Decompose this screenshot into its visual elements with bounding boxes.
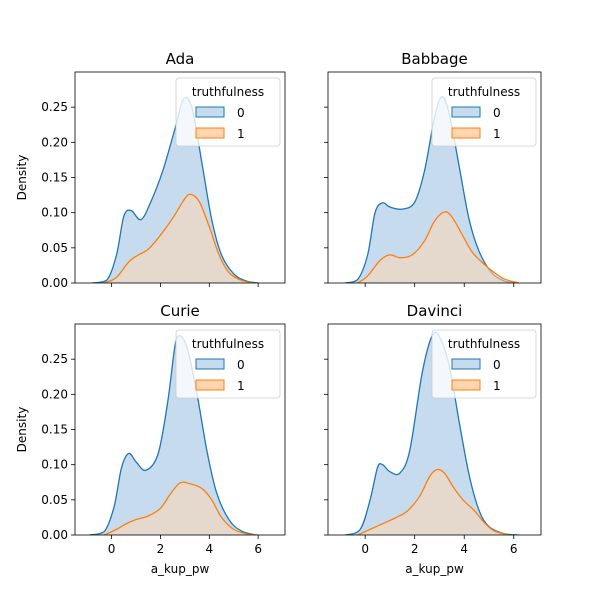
density-line-0 [345, 95, 517, 283]
legend-swatch-0 [451, 106, 481, 118]
legend: truthfulness 0 1 [175, 77, 281, 147]
legend-label-0: 0 [237, 106, 245, 120]
legend-label-1: 1 [493, 127, 501, 141]
legend-label-1: 1 [237, 379, 245, 393]
plot-area [345, 331, 519, 535]
legend-label-1: 1 [493, 379, 501, 393]
legend-swatch-0 [451, 358, 481, 370]
legend: truthfulness 0 1 [431, 77, 537, 147]
x-tick-label: 4 [205, 542, 213, 556]
x-tick-label: 6 [254, 542, 262, 556]
y-tick-label: 0.20 [41, 135, 68, 149]
y-tick-label: 0.10 [41, 458, 68, 472]
panel-babbage: Babbage truthfulness 0 1 [324, 50, 542, 287]
y-tick-label: 0.05 [41, 241, 68, 255]
panel-curie: Curie 0.00 0.05 0.10 0.15 0.20 0.25 0 2 4 6 Density… [15, 302, 286, 576]
panel-title: Curie [160, 302, 200, 320]
density-fill-1 [357, 211, 519, 283]
x-tick-label: 2 [157, 542, 165, 556]
y-tick-label: 0.10 [41, 206, 68, 220]
plot-area [89, 334, 259, 535]
legend-title: truthfulness [448, 85, 520, 99]
y-tick-label: 0.15 [41, 171, 68, 185]
density-line-0 [345, 331, 519, 535]
density-fill-0 [92, 97, 259, 283]
legend-label-1: 1 [237, 127, 245, 141]
legend-swatch-1 [195, 379, 225, 391]
density-fill-1 [104, 482, 259, 535]
legend-swatch-1 [451, 379, 481, 391]
y-axis-label: Density [15, 407, 29, 453]
legend-title: truthfulness [192, 85, 264, 99]
legend-swatch-1 [451, 127, 481, 139]
legend-label-0: 0 [237, 358, 245, 372]
y-tick-label: 0.15 [41, 423, 68, 437]
density-line-1 [357, 468, 509, 535]
density-line-1 [104, 193, 254, 283]
density-fill-0 [345, 332, 519, 535]
legend-title: truthfulness [448, 337, 520, 351]
legend-swatch-1 [195, 127, 225, 139]
y-tick-label: 0.00 [41, 528, 68, 542]
panel-davinci: Davinci 0 2 4 6 a_kup_pw truthfulness 0 1 [324, 302, 542, 576]
plot-area [91, 96, 259, 283]
density-fill-1 [104, 194, 254, 283]
legend-title: truthfulness [192, 337, 264, 351]
density-line-0 [91, 96, 259, 283]
y-tick-label: 0.25 [41, 100, 68, 114]
x-tick-label: 2 [411, 542, 419, 556]
legend: truthfulness 0 1 [431, 329, 537, 399]
panel-title: Davinci [407, 302, 463, 320]
density-line-0 [89, 334, 256, 535]
x-axis-label: a_kup_pw [405, 562, 464, 576]
density-line-1 [104, 481, 259, 535]
x-tick-label: 0 [108, 542, 116, 556]
y-tick-label: 0.05 [41, 493, 68, 507]
x-tick-label: 6 [510, 542, 518, 556]
y-tick-label: 0.00 [41, 276, 68, 290]
legend-label-0: 0 [493, 358, 501, 372]
legend-label-0: 0 [493, 106, 501, 120]
y-axis-label: Density [15, 155, 29, 201]
panel-title: Babbage [401, 50, 467, 68]
density-line-1 [357, 211, 519, 283]
density-fill-1 [357, 469, 509, 535]
y-tick-label: 0.20 [41, 387, 68, 401]
x-tick-label: 0 [361, 542, 369, 556]
plot-area [345, 95, 519, 283]
x-axis-label: a_kup_pw [151, 562, 210, 576]
legend-swatch-0 [195, 358, 225, 370]
legend: truthfulness 0 1 [175, 329, 281, 399]
panel-ada: Ada 0.00 0.05 0.10 0.15 0.20 0.25 Density truthf… [15, 50, 286, 290]
panel-title: Ada [166, 50, 195, 68]
x-tick-label: 4 [460, 542, 468, 556]
legend-swatch-0 [195, 106, 225, 118]
y-tick-label: 0.25 [41, 352, 68, 366]
